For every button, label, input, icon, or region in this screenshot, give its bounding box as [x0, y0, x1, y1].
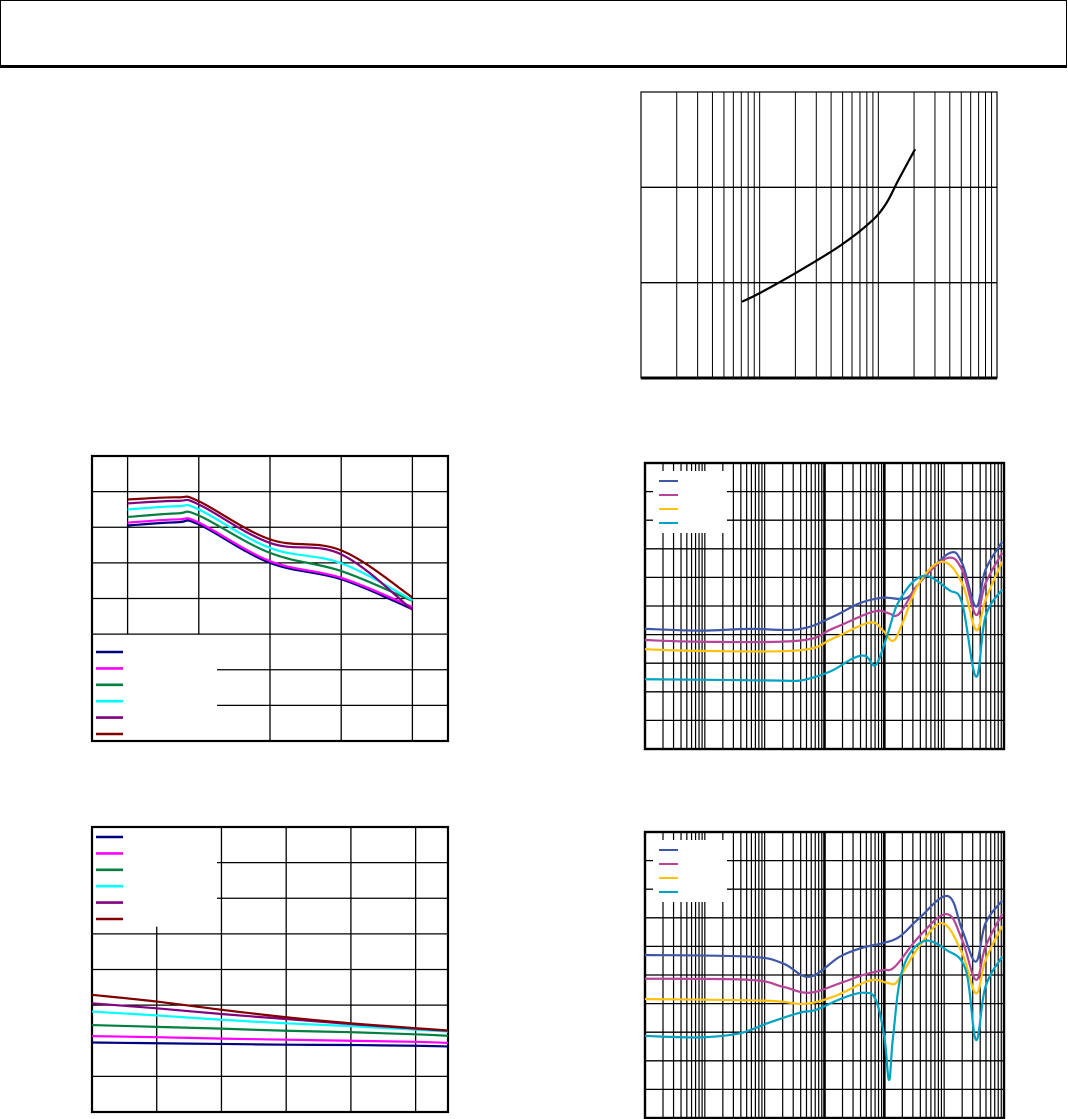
- chart-top-right: [640, 91, 998, 380]
- page-header-box: [0, 0, 1067, 68]
- series-line-2: [644, 912, 1004, 994]
- series-line-6: [91, 993, 449, 1032]
- series-line-2: [127, 517, 413, 609]
- plot-frame: [640, 91, 998, 379]
- plot-frame: [90, 825, 450, 1114]
- series-line-3: [644, 560, 1004, 653]
- series-line-3: [644, 922, 1004, 1006]
- chart-bottom-right: [643, 830, 1006, 1119]
- series-line-4: [644, 939, 1004, 1082]
- series-line-1: [644, 894, 1003, 978]
- series-line-1: [127, 519, 413, 611]
- plot-frame: [643, 461, 1006, 751]
- series-line-2: [644, 552, 1004, 644]
- chart-bottom-left: [90, 825, 450, 1114]
- series-line-3: [127, 510, 413, 603]
- plot-frame: [643, 830, 1006, 1119]
- chart-middle-left: [90, 454, 450, 743]
- chart-middle-right: [643, 461, 1006, 751]
- series-line-4: [644, 574, 1004, 683]
- plot-frame: [90, 454, 450, 743]
- series-line-6: [127, 495, 414, 599]
- series-line-5: [127, 498, 414, 611]
- series-line-4: [127, 503, 413, 602]
- series-line-3: [91, 1023, 449, 1037]
- series-line-1: [91, 1041, 449, 1048]
- series-line-1: [644, 541, 1004, 632]
- series-line-1: [741, 148, 917, 303]
- series-line-2: [91, 1035, 449, 1044]
